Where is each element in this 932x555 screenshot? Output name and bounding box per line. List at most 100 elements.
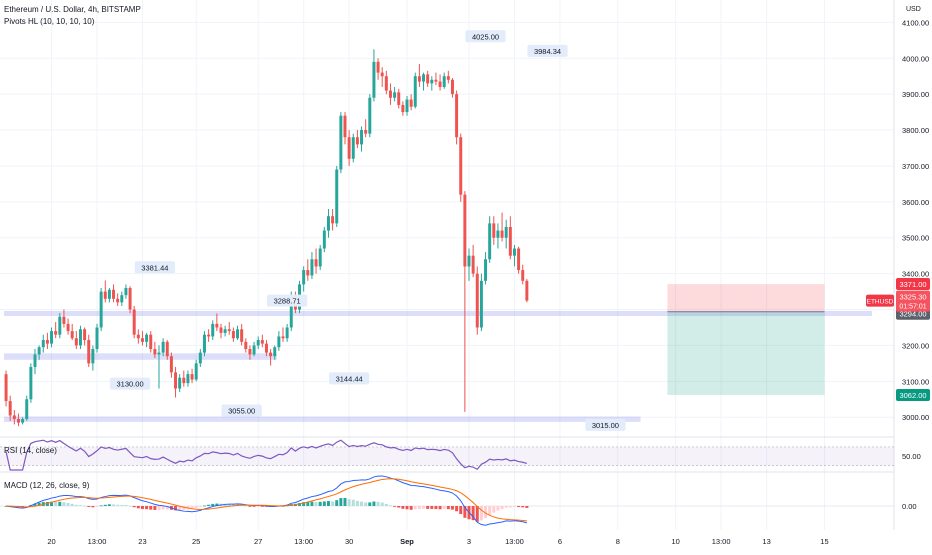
macd-histogram-bar <box>128 505 132 507</box>
rsi-label[interactable]: RSI (14, close) <box>4 446 57 455</box>
candle-body <box>355 137 359 145</box>
macd-label[interactable]: MACD (12, 26, close, 9) <box>4 481 90 490</box>
candle <box>8 395 12 421</box>
candle <box>484 252 488 285</box>
candle <box>244 338 248 353</box>
candle-body <box>157 352 161 355</box>
candle-body <box>380 72 384 77</box>
macd-histogram-bar <box>136 506 140 509</box>
macd-histogram-bar <box>161 506 165 510</box>
candle-body <box>500 230 504 238</box>
candle-body <box>302 270 306 285</box>
candle <box>269 349 273 366</box>
candle <box>442 72 446 89</box>
candle <box>512 244 516 267</box>
candle <box>99 288 103 332</box>
candle-body <box>430 79 434 84</box>
candle <box>376 58 380 80</box>
macd-histogram-bar <box>339 498 343 506</box>
candle <box>479 273 483 332</box>
symbol-title[interactable]: Ethereum / U.S. Dollar, 4h, BITSTAMP <box>4 5 141 14</box>
candle-body <box>198 352 202 364</box>
candle <box>467 248 471 281</box>
candle <box>351 133 355 163</box>
candle <box>368 94 372 138</box>
macd-histogram-bar <box>331 501 335 506</box>
candle <box>500 212 504 242</box>
candle-body <box>264 343 268 353</box>
price-tick-label: 4100.00 <box>902 18 929 27</box>
pivot-label: 3288.71 <box>267 294 308 307</box>
candle-body <box>339 115 343 170</box>
candle-body <box>248 349 252 355</box>
candle-body <box>136 334 140 339</box>
candle-body <box>426 74 430 84</box>
candle-body <box>87 340 91 364</box>
candle <box>360 126 364 152</box>
stop-loss-tag-text: 3371.00 <box>899 280 926 289</box>
macd-histogram-bar <box>248 506 252 507</box>
macd-histogram-bar <box>380 502 384 506</box>
candle <box>174 366 178 398</box>
candle <box>306 259 310 281</box>
candle-body <box>442 76 446 87</box>
macd-histogram-bar <box>393 506 397 507</box>
macd-histogram-bar <box>335 500 339 506</box>
indicator-pivots-label[interactable]: Pivots HL (10, 10, 10, 10) <box>4 17 95 26</box>
candle-body <box>488 223 492 260</box>
candle-body <box>25 399 29 420</box>
candle-body <box>289 295 293 328</box>
candle-body <box>492 223 496 238</box>
macd-histogram-bar <box>207 504 211 506</box>
candle <box>4 370 8 407</box>
macd-histogram-bar <box>512 506 516 507</box>
macd-histogram-bar <box>215 503 219 506</box>
candle <box>343 112 347 145</box>
macd-histogram-bar <box>33 503 37 506</box>
macd-histogram-bar <box>194 506 198 508</box>
candle-body <box>182 377 186 384</box>
macd-histogram-bar <box>91 506 95 508</box>
macd-histogram-bar <box>413 506 417 510</box>
macd-histogram-bar <box>479 506 483 521</box>
rsi-line <box>5 439 528 471</box>
macd-histogram-bar <box>376 501 380 506</box>
price-tick-label: 3600.00 <box>902 198 929 207</box>
candle <box>236 325 240 341</box>
candle-body <box>244 341 248 350</box>
macd-histogram-bar <box>521 506 525 508</box>
candle <box>29 363 33 403</box>
candle <box>136 329 140 344</box>
candle-body <box>16 419 20 423</box>
pivot-label-box <box>134 261 175 274</box>
macd-histogram-bar <box>484 506 488 519</box>
candle-body <box>207 334 211 337</box>
time-tick-label: 30 <box>345 537 353 546</box>
macd-histogram-bar <box>58 501 62 506</box>
candle <box>112 284 116 303</box>
macd-pane <box>0 475 894 526</box>
candle <box>219 323 223 339</box>
macd-histogram-bar <box>417 506 421 510</box>
position-tool-layer[interactable] <box>667 284 825 395</box>
candle <box>223 325 227 337</box>
price-tick-label: 3400.00 <box>902 270 929 279</box>
candle <box>281 327 285 342</box>
time-tick-label: 13:00 <box>505 537 524 546</box>
candle-body <box>273 347 277 357</box>
candle-body <box>62 316 66 324</box>
price-tick-label: 3200.00 <box>902 341 929 350</box>
candle-body <box>240 329 244 342</box>
candle <box>62 309 66 328</box>
candle <box>422 72 426 91</box>
time-tick-label: 6 <box>558 537 562 546</box>
candle-body <box>219 327 223 333</box>
macd-histogram-bar <box>298 502 302 506</box>
candle-body <box>116 298 120 303</box>
candle-body <box>397 92 401 105</box>
macd-histogram-bar <box>70 503 74 506</box>
candle <box>157 345 161 389</box>
entry-tag-text: 3294.00 <box>899 310 926 319</box>
